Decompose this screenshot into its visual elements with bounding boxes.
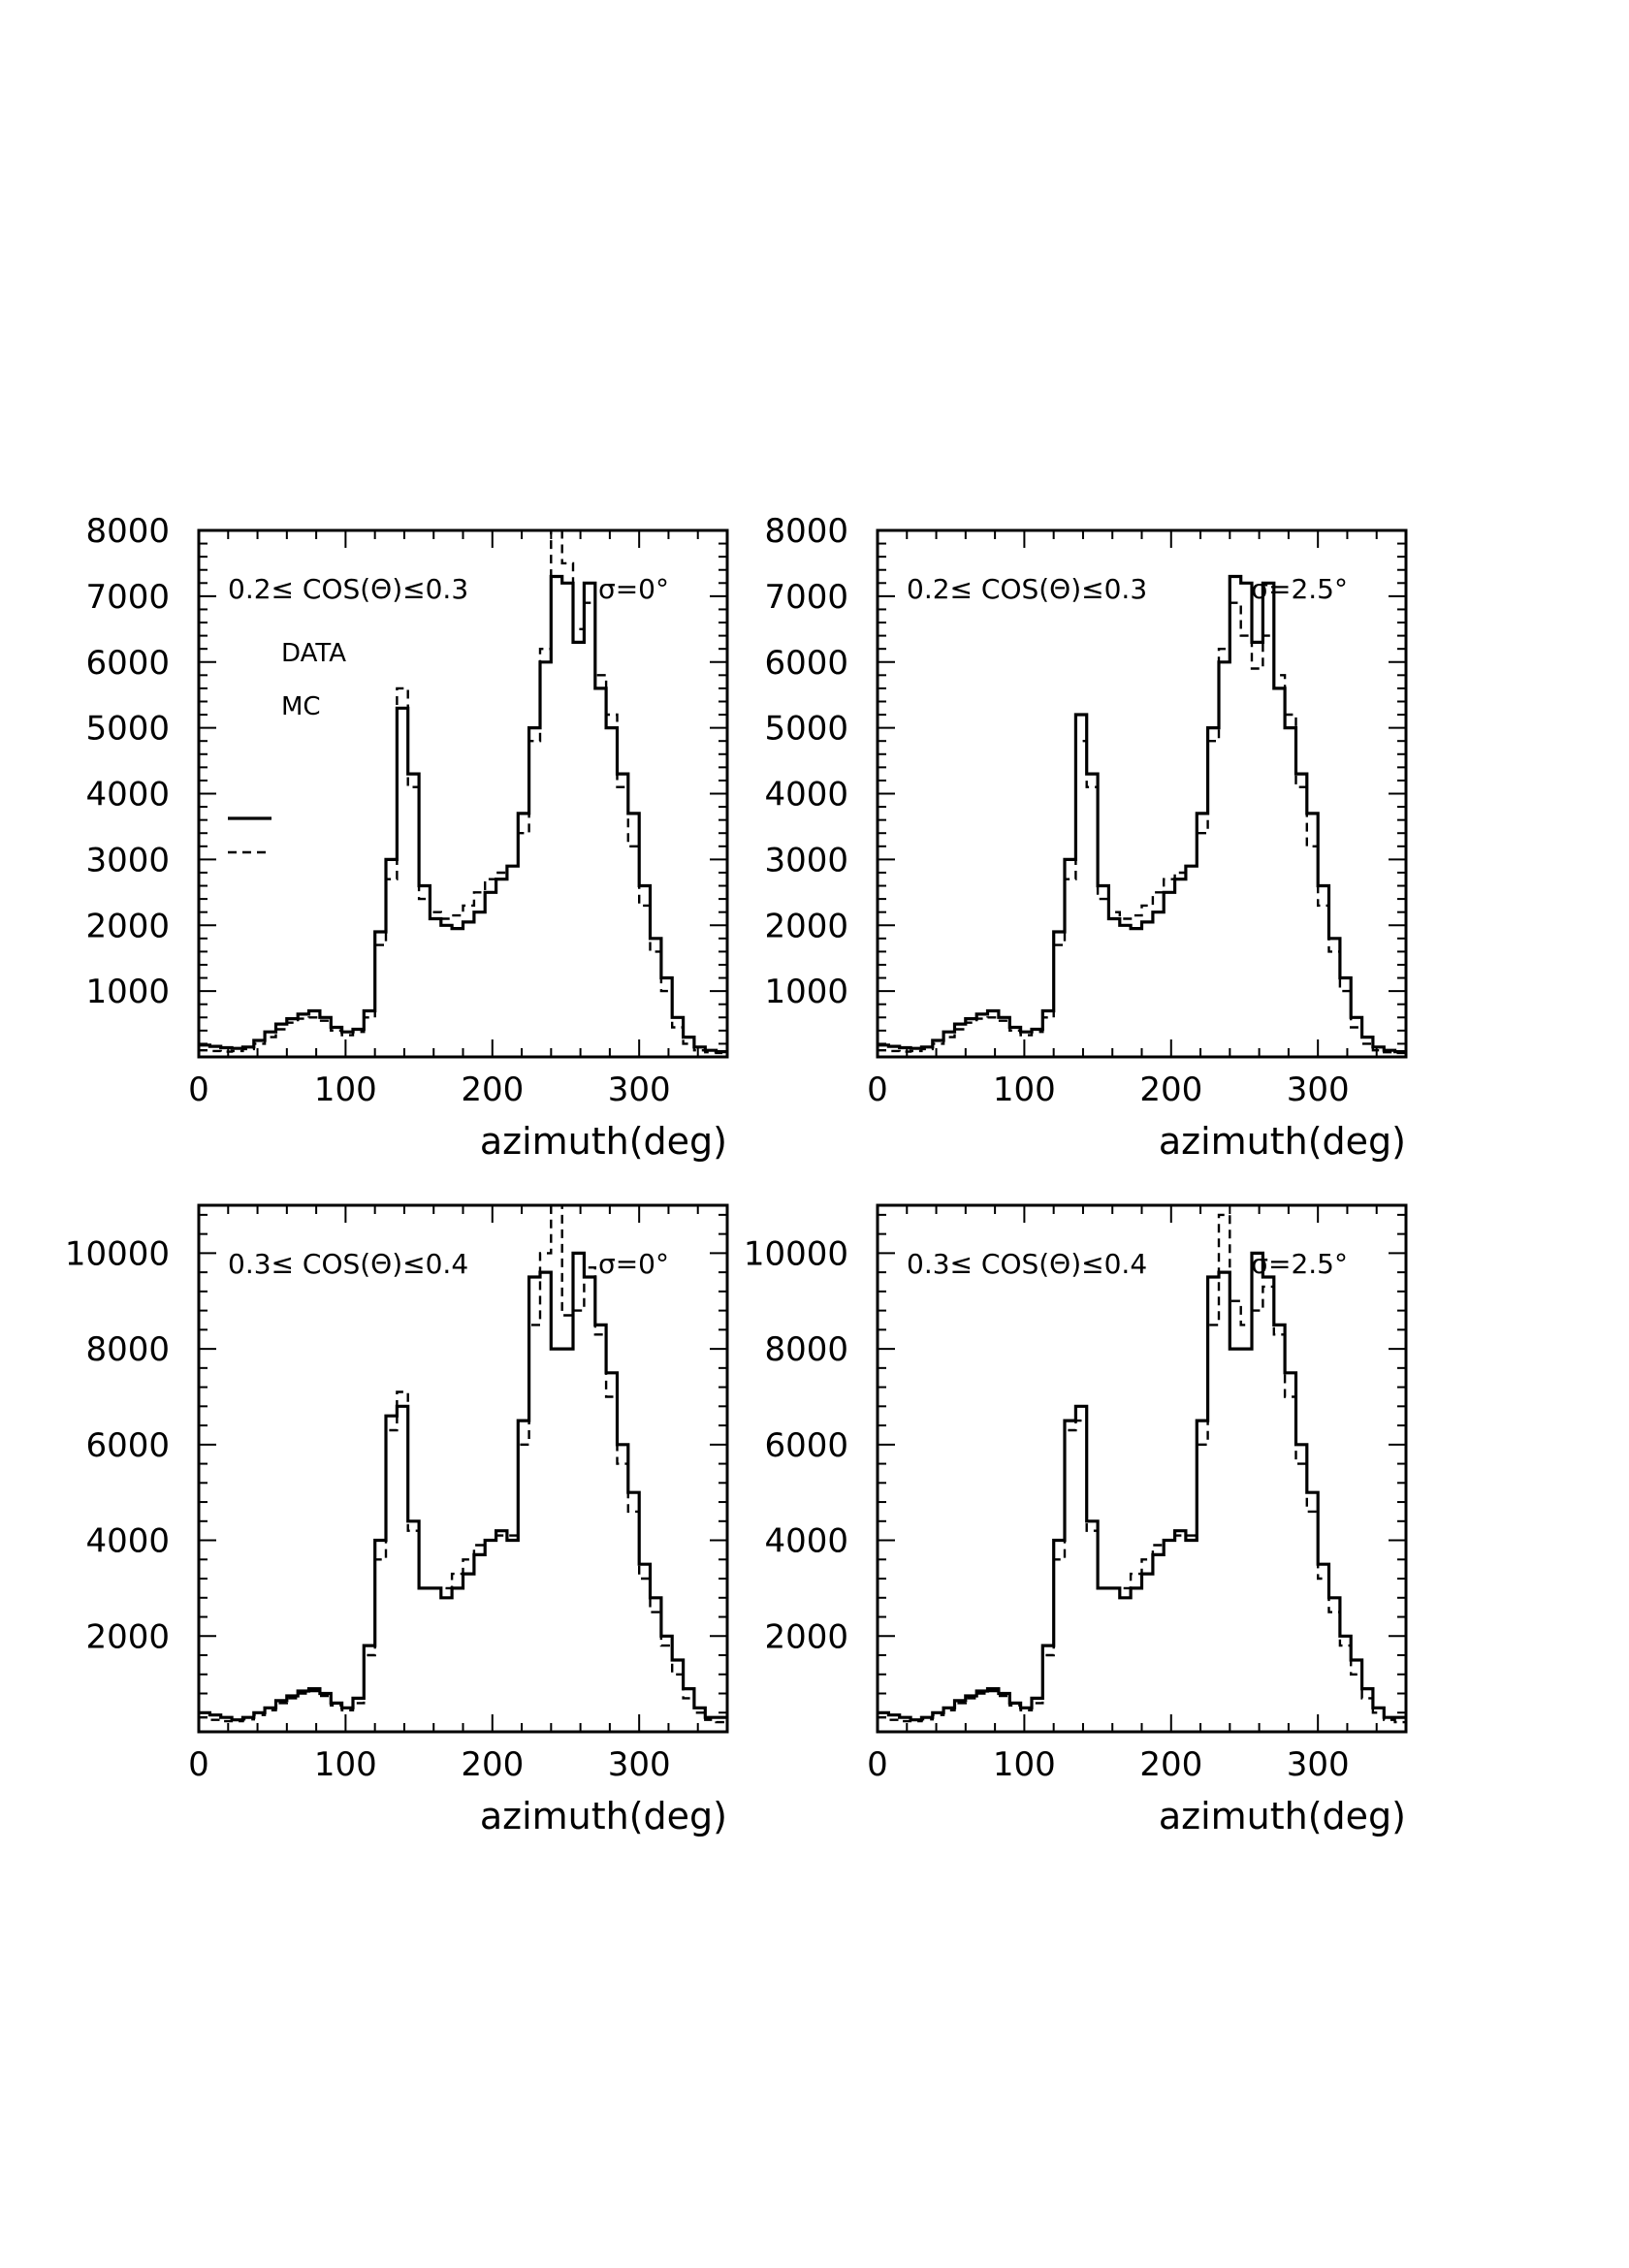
y-tick-label: 5000 — [85, 710, 170, 749]
x-axis-label: azimuth(deg) — [1159, 1795, 1406, 1837]
x-tick-label: 200 — [1139, 1070, 1202, 1109]
y-tick-label: 3000 — [764, 841, 848, 879]
x-axis-label: azimuth(deg) — [480, 1795, 727, 1837]
y-tick-label: 1000 — [764, 973, 848, 1011]
x-tick-label: 300 — [1287, 1070, 1350, 1109]
x-tick-label: 100 — [314, 1745, 377, 1784]
y-tick-label: 4000 — [85, 1522, 170, 1561]
x-tick-label: 100 — [314, 1070, 377, 1109]
panel-bottom-left: 0 100 200 300 2000 4000 6000 8000 10000 azimuth(d… — [65, 1203, 729, 1837]
series-data-line — [199, 574, 727, 1054]
y-tick-label: 5000 — [764, 710, 848, 749]
legend-label: MC — [281, 692, 321, 721]
y-tick-label: 6000 — [764, 644, 848, 683]
x-tick-label: 100 — [993, 1745, 1056, 1784]
x-tick-label: 0 — [188, 1070, 209, 1109]
sigma-annotation: σ=2.5° — [1251, 1248, 1348, 1280]
legend-label: DATA — [281, 639, 346, 668]
x-tick-label: 300 — [608, 1745, 671, 1784]
series-data-line — [878, 574, 1406, 1054]
x-tick-label: 200 — [461, 1070, 524, 1109]
y-tick-label: 6000 — [85, 644, 170, 683]
y-tick-label: 1000 — [85, 973, 170, 1011]
x-tick-label: 0 — [867, 1070, 888, 1109]
y-tick-label: 4000 — [85, 776, 170, 815]
y-tick-label: 8000 — [85, 1330, 170, 1369]
series-mc-line — [878, 601, 1406, 1055]
panel-top-right: 0 100 200 300 1000 2000 3000 4000 5000 6000 7000 80… — [764, 512, 1408, 1163]
plot-frame — [876, 1203, 1408, 1734]
y-tick-label: 10000 — [65, 1234, 170, 1273]
sigma-annotation: σ=2.5° — [1251, 573, 1348, 605]
x-tick-label: 300 — [1287, 1745, 1350, 1784]
y-tick-label: 8000 — [85, 512, 170, 551]
x-tick-label: 200 — [1139, 1745, 1202, 1784]
series-mc-line — [878, 1213, 1406, 1724]
x-tick-label: 300 — [608, 1070, 671, 1109]
y-tick-label: 7000 — [85, 578, 170, 617]
series-mc-line — [199, 1203, 727, 1724]
panel-bottom-right: 0 100 200 300 2000 4000 6000 8000 10000 azimuth(d… — [744, 1203, 1408, 1837]
y-tick-label: 2000 — [85, 907, 170, 945]
y-tick-label: 2000 — [764, 1617, 848, 1656]
y-tick-label: 7000 — [764, 578, 848, 617]
y-tick-label: 3000 — [85, 841, 170, 879]
y-tick-label: 8000 — [764, 512, 848, 551]
x-tick-label: 0 — [188, 1745, 209, 1784]
series-data-line — [199, 1251, 727, 1722]
y-tick-label: 6000 — [764, 1426, 848, 1465]
y-tick-label: 8000 — [764, 1330, 848, 1369]
plot-frame — [876, 528, 1408, 1059]
y-tick-label: 6000 — [85, 1426, 170, 1465]
sigma-annotation: σ=0° — [598, 573, 669, 605]
cos-range-annotation: 0.2≤ COS(Θ)≤0.3 — [907, 573, 1147, 605]
panel-top-left: 0 100 200 300 1000 2000 3000 4000 5000 6000 7000 80… — [85, 512, 729, 1163]
series-data-line — [878, 1251, 1406, 1722]
x-tick-label: 100 — [993, 1070, 1056, 1109]
cos-range-annotation: 0.3≤ COS(Θ)≤0.4 — [228, 1248, 468, 1280]
series-mc-line — [199, 528, 727, 1055]
plot-frame — [197, 1203, 729, 1734]
cos-range-annotation: 0.3≤ COS(Θ)≤0.4 — [907, 1248, 1147, 1280]
x-axis-label: azimuth(deg) — [480, 1120, 727, 1163]
y-tick-label: 4000 — [764, 1522, 848, 1561]
cos-range-annotation: 0.2≤ COS(Θ)≤0.3 — [228, 573, 468, 605]
y-tick-label: 2000 — [764, 907, 848, 945]
x-tick-label: 0 — [867, 1745, 888, 1784]
x-axis-label: azimuth(deg) — [1159, 1120, 1406, 1163]
y-tick-label: 10000 — [744, 1234, 848, 1273]
y-tick-label: 4000 — [764, 776, 848, 815]
x-tick-label: 200 — [461, 1745, 524, 1784]
sigma-annotation: σ=0° — [598, 1248, 669, 1280]
plot-frame — [197, 528, 729, 1059]
y-tick-label: 2000 — [85, 1617, 170, 1656]
